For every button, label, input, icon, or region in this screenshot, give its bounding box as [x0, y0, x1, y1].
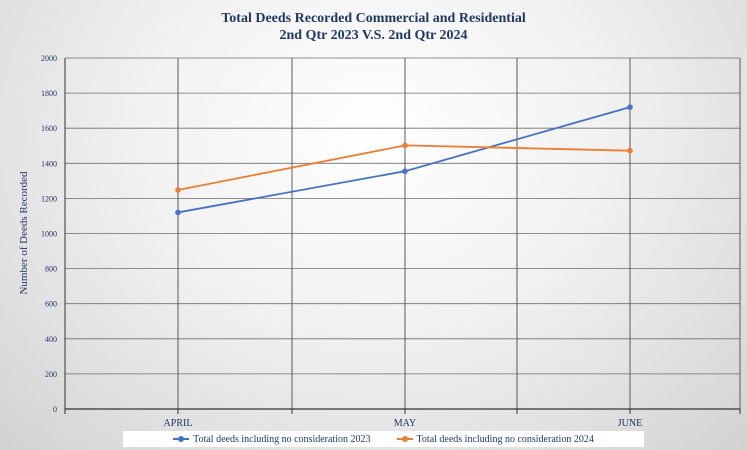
- chart-title-line-2: 2nd Qtr 2023 V.S. 2nd Qtr 2024: [279, 28, 468, 43]
- y-tick-label: 0: [53, 405, 57, 414]
- chart-title: Total Deeds Recorded Commercial and Resi…: [0, 10, 747, 44]
- legend-marker-2024: [396, 435, 413, 443]
- y-tick-label: 1400: [41, 159, 57, 168]
- data-point-2023: [627, 104, 633, 110]
- series-lines: [175, 104, 633, 216]
- y-tick-label: 1800: [41, 89, 57, 98]
- legend-item-2024: Total deeds including no consideration 2…: [396, 433, 594, 445]
- data-point-2023: [175, 209, 181, 216]
- axes: [64, 58, 741, 414]
- y-tick-label: 400: [45, 335, 57, 344]
- gridlines: [65, 57, 741, 409]
- y-axis-title: Number of Deeds Recorded: [18, 171, 30, 295]
- y-tick-label: 1600: [41, 124, 57, 133]
- tick-labels: 0 200 400 600 800 1000 1200 1400 1600 1800 2000 APR…: [41, 54, 642, 429]
- data-point-2024: [175, 187, 181, 193]
- y-tick-label: 2000: [41, 54, 57, 63]
- data-point-2024: [402, 142, 408, 149]
- data-point-2023: [402, 168, 408, 174]
- y-tick-label: 1200: [41, 194, 57, 203]
- legend-label-2023: Total deeds including no consideration 2…: [193, 433, 371, 445]
- y-tick-label: 200: [45, 370, 57, 379]
- x-tick-label: APRIL: [164, 418, 193, 429]
- legend: Total deeds including no consideration 2…: [123, 431, 644, 447]
- series-line-2023: [177, 106, 631, 214]
- chart-title-line-1: Total Deeds Recorded Commercial and Resi…: [221, 11, 526, 26]
- legend-marker-2023: [173, 435, 190, 443]
- data-point-2024: [627, 147, 633, 154]
- legend-item-2023: Total deeds including no consideration 2…: [173, 433, 371, 445]
- series-line-2024: [177, 144, 631, 191]
- x-tick-label: MAY: [394, 418, 416, 429]
- x-tick-label: JUNE: [618, 418, 642, 429]
- y-tick-label: 1000: [41, 230, 57, 239]
- y-tick-label: 600: [45, 300, 57, 309]
- y-tick-label: 800: [45, 265, 57, 274]
- legend-label-2024: Total deeds including no consideration 2…: [416, 433, 594, 445]
